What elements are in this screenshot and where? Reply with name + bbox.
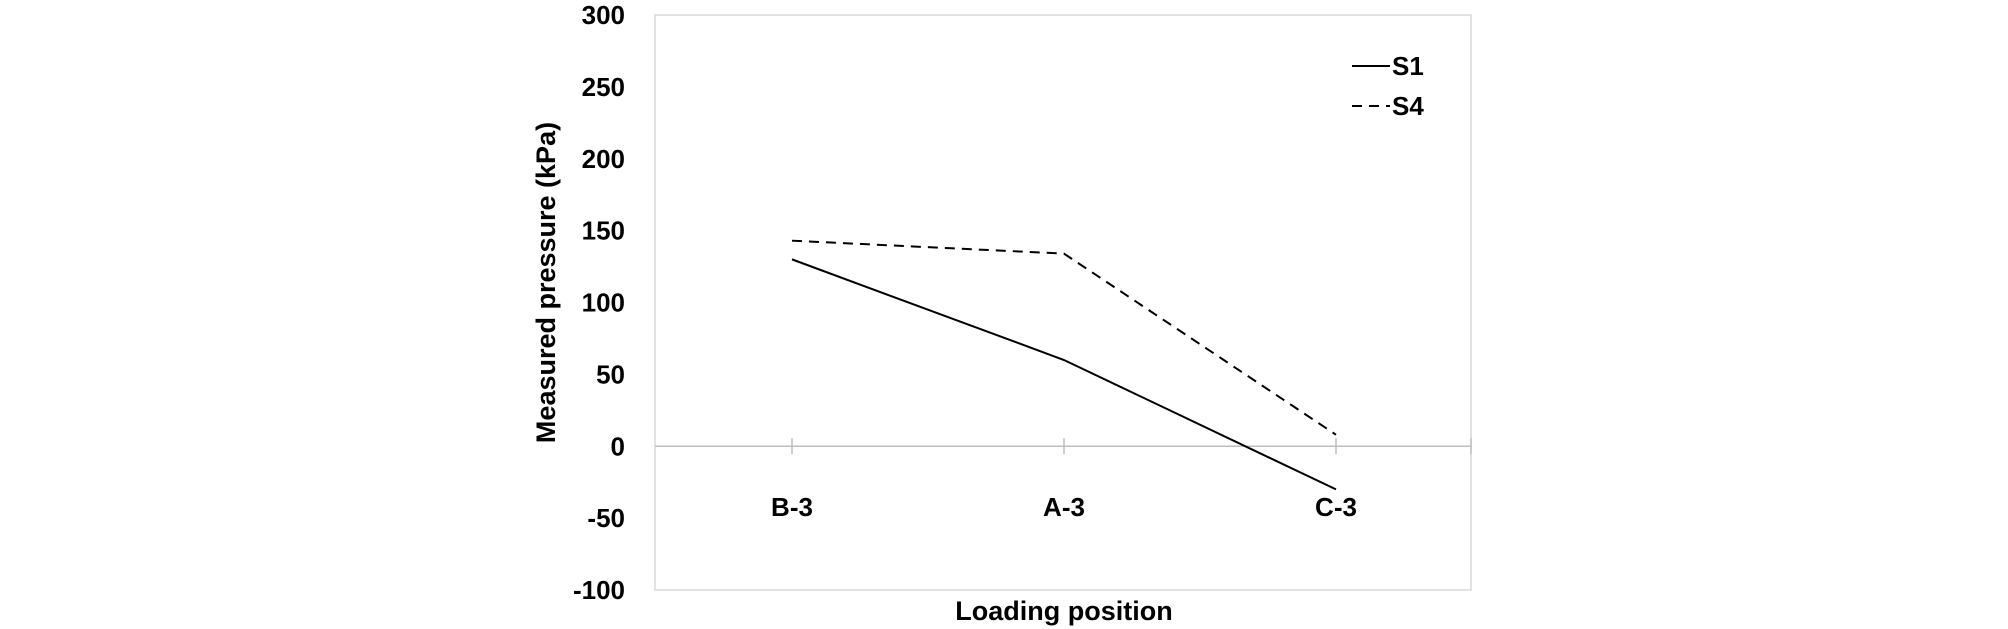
x-tick-label: B-3	[771, 492, 813, 522]
x-tick-label: A-3	[1043, 492, 1085, 522]
x-tick-label: C-3	[1315, 492, 1357, 522]
legend-label: S1	[1392, 51, 1424, 81]
y-tick-label: 50	[596, 359, 625, 389]
y-tick-label: 100	[582, 288, 625, 318]
y-axis-tick-labels: 300 250 200 150 100 50 0 -50 -100	[573, 0, 625, 605]
y-tick-label: -100	[573, 575, 625, 605]
y-axis-title: Measured pressure (kPa)	[531, 122, 561, 443]
y-tick-label: -50	[587, 503, 625, 533]
y-tick-label: 150	[582, 216, 625, 246]
x-axis-tick-marks	[791, 438, 1472, 455]
series-lines	[791, 239, 1337, 491]
y-tick-label: 250	[582, 72, 625, 102]
series-line-s4	[791, 239, 1337, 436]
series-line-s1	[791, 258, 1337, 491]
y-tick-label: 300	[582, 0, 625, 30]
y-tick-label: 200	[582, 144, 625, 174]
legend-label: S4	[1392, 91, 1424, 121]
x-axis-tick-labels: B-3 A-3 C-3	[771, 492, 1357, 522]
y-tick-label: 0	[611, 431, 625, 461]
plot-area-frame	[654, 14, 1472, 591]
x-axis-title: Loading position	[955, 596, 1172, 626]
